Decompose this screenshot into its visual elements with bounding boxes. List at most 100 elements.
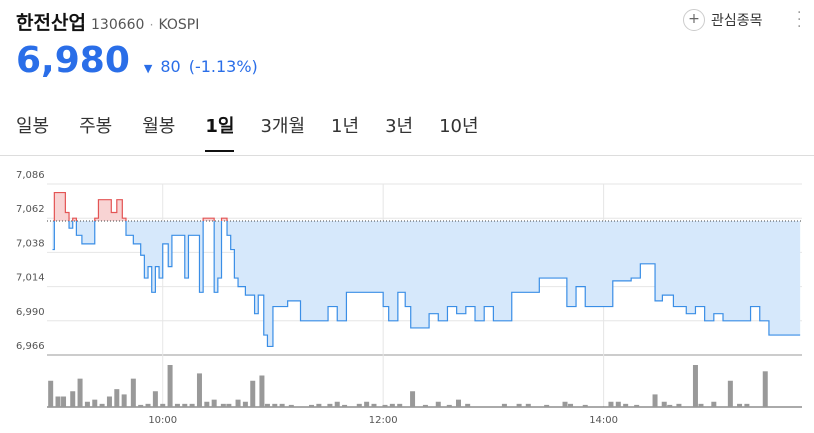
y-tick-label: 6,966 [16, 341, 45, 352]
volume-bar [211, 399, 217, 407]
volume-bar [446, 404, 452, 407]
volume-bar [727, 380, 733, 407]
volume-bar [279, 403, 285, 407]
volume-bar [309, 404, 315, 407]
area-down [52, 221, 801, 347]
volume-bar [70, 391, 76, 407]
volume-bar [196, 373, 202, 407]
tab[interactable]: 1일 [205, 112, 235, 152]
volume-bar [562, 401, 568, 407]
volume-bar [711, 401, 717, 407]
volume-bar [455, 399, 461, 407]
volume-bar [661, 401, 667, 407]
volume-bar [316, 403, 322, 407]
x-tick-label: 14:00 [589, 415, 618, 426]
volume-bar [114, 389, 120, 407]
change-pct: (-1.13%) [188, 57, 258, 76]
volume-bar [568, 403, 574, 407]
tab[interactable]: 3년 [385, 116, 414, 137]
volume-bar [130, 378, 136, 407]
volume-bar [698, 403, 704, 407]
volume-bar [121, 394, 127, 407]
volume-bar [160, 403, 166, 407]
y-tick-label: 7,086 [16, 170, 45, 181]
stock-code: 130660 [91, 17, 145, 33]
volume-bar [334, 401, 340, 407]
volume-bar [226, 403, 232, 407]
volume-bar [422, 404, 428, 407]
header: 한전산업 130660 · KOSPI [16, 12, 200, 34]
volume-bar [152, 391, 158, 407]
volume-bar [608, 401, 614, 407]
volume-bar [544, 404, 550, 407]
volume-bar [356, 403, 362, 407]
volume-bar [99, 403, 105, 407]
watch-label: 관심종목 [711, 13, 763, 29]
divider [0, 155, 814, 156]
volume-bar [676, 403, 682, 407]
x-tick-label: 10:00 [148, 415, 177, 426]
volume-bar [174, 403, 180, 407]
volume-bar [77, 378, 83, 407]
tab[interactable]: 3개월 [260, 116, 306, 137]
volume-bar [623, 403, 629, 407]
volume-bar [182, 403, 188, 407]
volume-bar [615, 401, 621, 407]
volume-bar [48, 380, 54, 407]
volume-bar [634, 404, 640, 407]
volume-bar [692, 365, 698, 407]
tabs: 일봉 주봉 월봉 1일 3개월 1년 3년 10년 [16, 112, 505, 152]
volume-bar [465, 403, 471, 407]
volume-bar [264, 403, 270, 407]
volume-bar [382, 404, 388, 407]
volume-bar [525, 403, 531, 407]
volume-bar [272, 403, 278, 407]
y-tick-label: 7,014 [16, 273, 45, 284]
y-tick-label: 6,990 [16, 307, 45, 318]
volume-bar [582, 404, 588, 407]
volume-bar [744, 403, 750, 407]
volume-bar [389, 403, 395, 407]
tab[interactable]: 일봉 [16, 116, 50, 137]
volume-bar [167, 365, 173, 407]
volume-bar [138, 404, 144, 407]
more-menu[interactable]: · · · [797, 5, 802, 35]
volume-bar [106, 396, 112, 407]
price: 6,980 [16, 40, 130, 81]
volume-bar [371, 403, 377, 407]
volume-bar [501, 403, 507, 407]
volume-bar [762, 371, 768, 407]
price-line-down [52, 221, 801, 348]
tab[interactable]: 주봉 [79, 116, 113, 137]
volume-bar [145, 403, 151, 407]
volume-bar [242, 401, 248, 407]
volume-bar [342, 404, 348, 407]
price-row: 6,980 ▼ 80 (-1.13%) [16, 40, 258, 81]
x-tick-label: 12:00 [369, 415, 398, 426]
market: KOSPI [158, 17, 200, 33]
y-tick-label: 7,062 [16, 204, 45, 215]
volume-bar [516, 403, 522, 407]
watch-button[interactable]: + 관심종목 [683, 9, 763, 31]
volume-bar [235, 399, 241, 407]
tab[interactable]: 10년 [439, 116, 479, 137]
volume-bar [84, 401, 90, 407]
volume-bar [189, 403, 195, 407]
change: 80 [160, 57, 181, 76]
volume-bar [397, 403, 403, 407]
volume-bar [327, 403, 333, 407]
volume-bar [435, 401, 441, 407]
stock-name: 한전산업 [16, 12, 86, 34]
tab[interactable]: 1년 [331, 116, 360, 137]
y-tick-label: 7,038 [16, 238, 45, 249]
volume-bar [737, 403, 743, 407]
volume-bar [61, 396, 67, 407]
volume-bar [259, 375, 265, 407]
tab[interactable]: 월봉 [142, 116, 176, 137]
volume-bar [288, 404, 294, 407]
volume-bar [652, 394, 658, 407]
volume-bar [204, 401, 210, 407]
volume-bar [667, 404, 673, 407]
